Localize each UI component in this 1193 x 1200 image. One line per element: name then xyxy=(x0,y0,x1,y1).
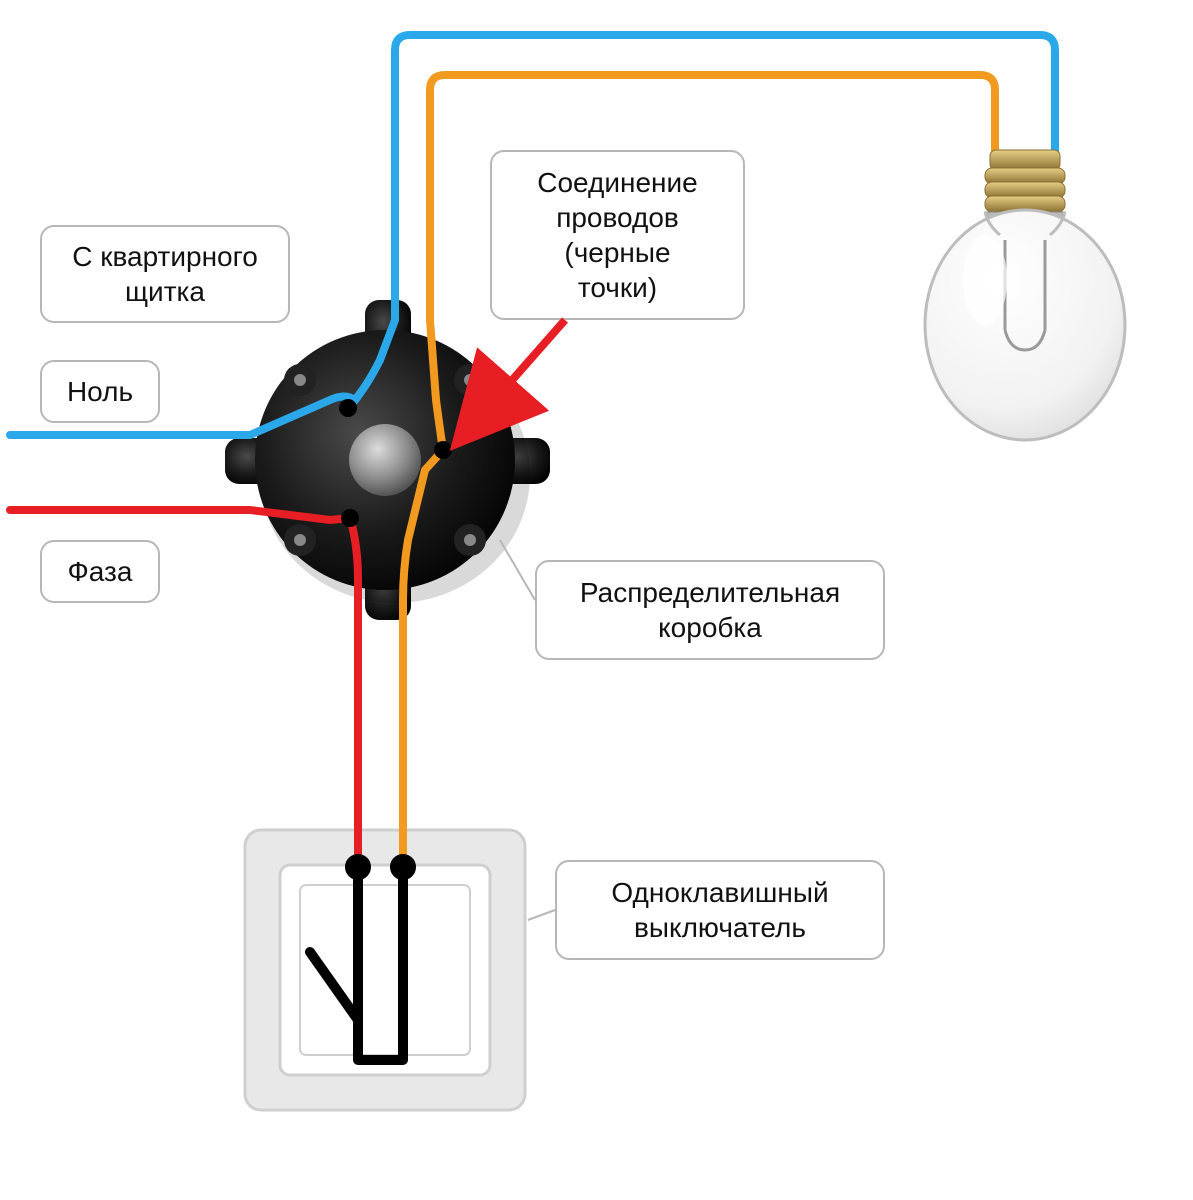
leader-junction-box xyxy=(500,540,535,600)
label-text: Соединение проводов (черные точки) xyxy=(537,165,697,305)
label-text: Распределительная коробка xyxy=(580,575,840,645)
junction-box-icon xyxy=(225,300,550,620)
label-phase: Фаза xyxy=(40,540,160,603)
junction-dot xyxy=(341,509,359,527)
label-text: Фаза xyxy=(68,554,133,589)
wire-switched xyxy=(403,450,443,865)
junction-dot xyxy=(339,399,357,417)
leader-switch xyxy=(528,910,555,920)
wire-phase-to-switch xyxy=(350,518,358,865)
light-switch-icon xyxy=(245,830,525,1110)
label-neutral: Ноль xyxy=(40,360,160,423)
wiring-diagram: С квартирного щитка Ноль Фаза Соединение… xyxy=(0,0,1193,1200)
label-text: Ноль xyxy=(67,374,133,409)
label-wire-junction: Соединение проводов (черные точки) xyxy=(490,150,745,320)
label-switch: Одноклавишный выключатель xyxy=(555,860,885,960)
label-text: Одноклавишный выключатель xyxy=(611,875,828,945)
junction-dot xyxy=(434,441,452,459)
label-from-panel: С квартирного щитка xyxy=(40,225,290,323)
label-junction-box: Распределительная коробка xyxy=(535,560,885,660)
bulb-icon xyxy=(925,150,1125,440)
label-text: С квартирного щитка xyxy=(72,239,258,309)
pointer-arrow xyxy=(455,320,565,445)
switch-symbol xyxy=(310,859,411,1060)
wire-phase xyxy=(10,510,350,520)
